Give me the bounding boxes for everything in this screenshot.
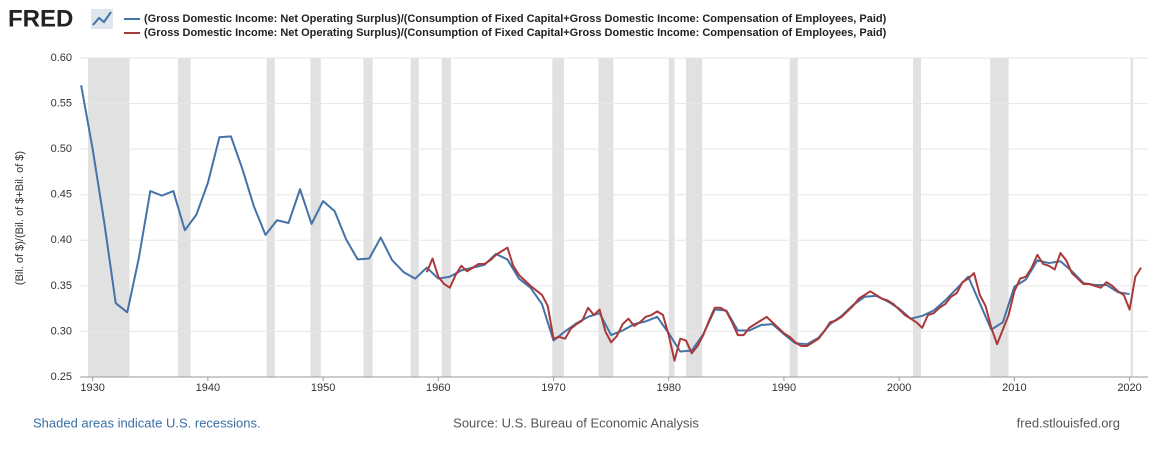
recession-band xyxy=(789,58,798,377)
y-tick-label: 0.45 xyxy=(51,189,72,201)
y-tick-label: 0.35 xyxy=(51,280,72,292)
footer-url: fred.stlouisfed.org xyxy=(1017,415,1120,430)
x-tick-label: 1930 xyxy=(80,382,104,394)
series-line xyxy=(80,85,1130,353)
x-tick-label: 1950 xyxy=(311,382,335,394)
x-tick-label: 1960 xyxy=(426,382,450,394)
logo-icon xyxy=(91,9,113,29)
y-tick-label: 0.50 xyxy=(51,143,72,155)
y-tick-label: 0.30 xyxy=(51,325,72,337)
recession-band xyxy=(441,58,451,377)
x-tick-label: 2000 xyxy=(887,382,911,394)
x-tick-label: 1940 xyxy=(196,382,220,394)
x-tick-label: 2020 xyxy=(1117,382,1141,394)
recession-band xyxy=(1130,58,1134,377)
legend-entry: (Gross Domestic Income: Net Operating Su… xyxy=(144,13,887,25)
recession-band xyxy=(552,58,564,377)
x-tick-label: 1990 xyxy=(772,382,796,394)
y-tick-label: 0.60 xyxy=(51,52,72,64)
x-tick-label: 2010 xyxy=(1002,382,1026,394)
recession-band xyxy=(410,58,419,377)
x-tick-label: 1970 xyxy=(541,382,565,394)
x-tick-label: 1980 xyxy=(656,382,680,394)
y-tick-label: 0.55 xyxy=(51,97,72,109)
recession-band xyxy=(990,58,1009,377)
footer-source: Source: U.S. Bureau of Economic Analysis xyxy=(453,415,699,430)
legend-entry: (Gross Domestic Income: Net Operating Su… xyxy=(144,27,887,39)
recession-band xyxy=(912,58,922,377)
plot-area: 0.25 0.30 0.35 0.40 0.45 0.50 0.55 0.60 1930 1940… xyxy=(51,52,1148,394)
recession-band xyxy=(177,58,191,377)
y-axis-label: (Bil. of $)/(Bil. of $+Bil. of $) xyxy=(14,151,26,285)
recession-band xyxy=(363,58,373,377)
recession-band xyxy=(598,58,614,377)
recession-band xyxy=(88,58,130,377)
recession-band xyxy=(668,58,675,377)
y-tick-label: 0.40 xyxy=(51,234,72,246)
logo: FRED xyxy=(8,5,73,32)
recession-band xyxy=(686,58,703,377)
series-line xyxy=(425,246,1142,362)
recession-band xyxy=(266,58,275,377)
y-tick-label: 0.25 xyxy=(51,371,72,383)
footer-note: Shaded areas indicate U.S. recessions. xyxy=(33,415,261,430)
